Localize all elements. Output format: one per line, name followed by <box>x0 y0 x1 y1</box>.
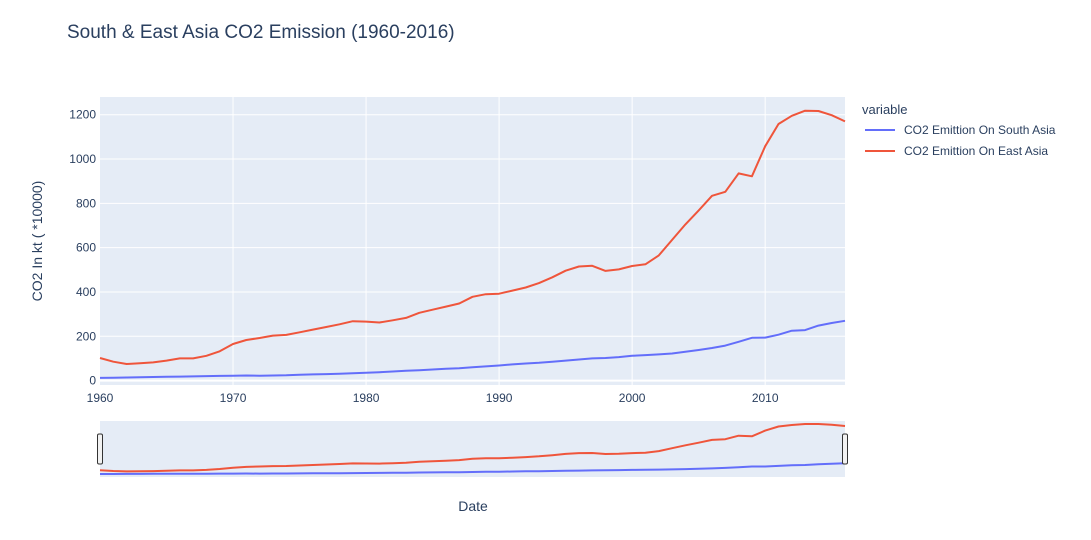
series-line-1[interactable] <box>99 319 846 379</box>
x-axis-title: Date <box>458 498 488 514</box>
legend-title: variable <box>862 102 908 117</box>
y-gridlines <box>100 114 845 382</box>
y-tick-label: 800 <box>76 196 96 210</box>
x-tick-label: 2010 <box>752 391 779 405</box>
y-tick-label: 200 <box>76 329 96 343</box>
legend-label: CO2 Emittion On East Asia <box>904 144 1048 158</box>
slider-series-line-2 <box>99 423 846 473</box>
y-axis-title: CO2 In kt ( *10000) <box>29 181 45 302</box>
y-tick-label: 1000 <box>69 152 96 166</box>
plot-area[interactable] <box>100 97 845 385</box>
legend[interactable]: CO2 Emittion On South Asia CO2 Emittion O… <box>865 123 1056 158</box>
y-tick-label: 1200 <box>69 108 96 122</box>
range-slider-left-handle[interactable] <box>97 433 103 465</box>
y-tick-label: 0 <box>89 374 96 388</box>
range-slider-right-handle[interactable] <box>842 433 848 465</box>
x-tick-label: 1960 <box>87 391 114 405</box>
series-lines <box>99 109 846 379</box>
slider-series-line-1 <box>100 462 846 475</box>
legend-item[interactable]: CO2 Emittion On South Asia <box>865 123 1056 137</box>
x-tick-label: 1990 <box>486 391 513 405</box>
chart-title: South & East Asia CO2 Emission (1960-201… <box>67 22 455 43</box>
y-tick-label: 400 <box>76 285 96 299</box>
range-slider-lines <box>99 423 846 475</box>
x-tick-label: 1970 <box>220 391 247 405</box>
y-tick-label: 600 <box>76 241 96 255</box>
legend-item[interactable]: CO2 Emittion On East Asia <box>865 144 1048 158</box>
x-axis-ticks: 1960 1970 1980 1990 2000 2010 <box>87 391 779 405</box>
series-line-2[interactable] <box>99 109 846 365</box>
legend-label: CO2 Emittion On South Asia <box>904 123 1056 137</box>
y-axis-ticks: 0 200 400 600 800 1000 1200 <box>69 108 96 388</box>
x-tick-label: 2000 <box>619 391 646 405</box>
x-tick-label: 1980 <box>353 391 380 405</box>
